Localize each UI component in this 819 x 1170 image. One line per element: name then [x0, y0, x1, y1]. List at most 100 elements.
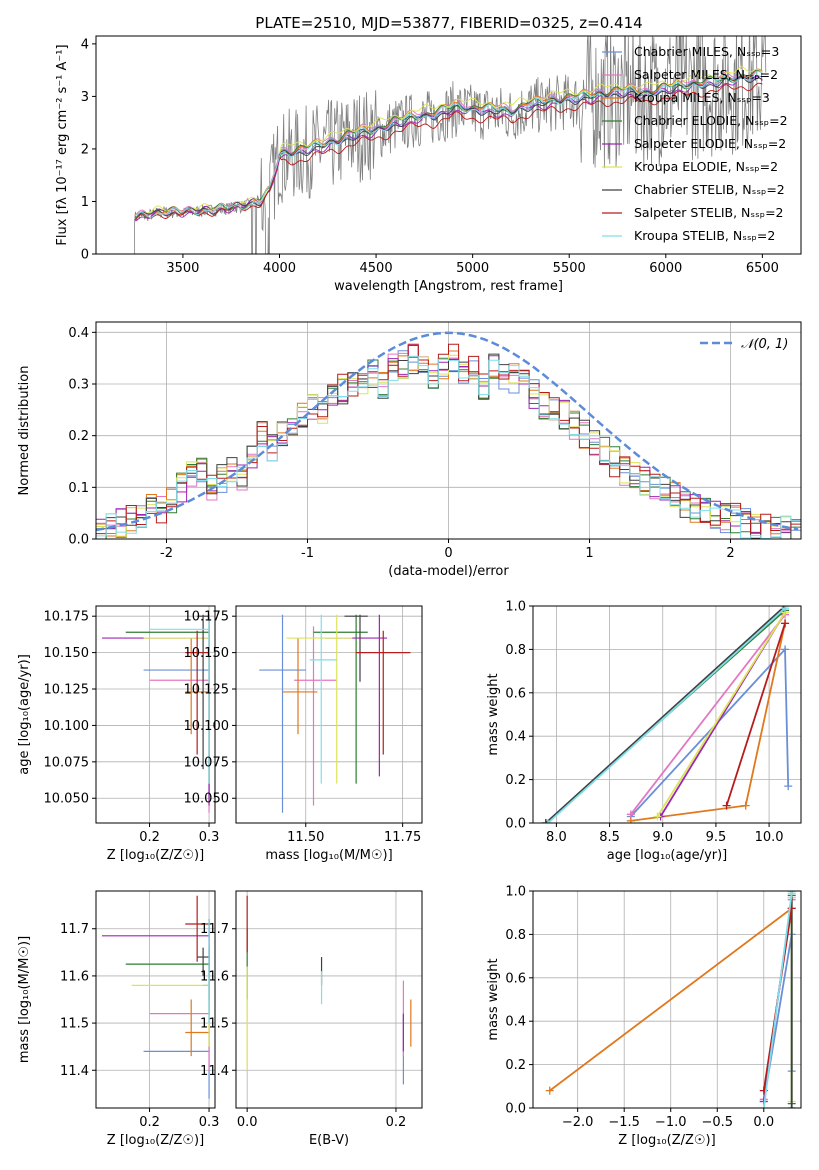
weight-line-7 — [545, 606, 786, 823]
age-vs-metallicity-panel: 0.2 0.3 10.050 10.075 10.100 10.125 10.150 10.1… — [17, 605, 219, 863]
legend-entry-9: Kroupa STELIB, Nₛₛₚ=2 — [634, 228, 775, 243]
error-point-6 — [286, 614, 353, 784]
legend-entry-5: Salpeter ELODIE, Nₛₛₚ=2 — [634, 136, 786, 151]
x-tick-label: −1.0 — [655, 1115, 687, 1130]
error-point-8 — [185, 630, 210, 755]
y-tick-label: 0.4 — [505, 730, 526, 745]
weight-marker — [541, 819, 550, 823]
x-tick-label: -1 — [301, 546, 314, 561]
axes-frame — [95, 890, 216, 1109]
error-point-1 — [259, 614, 306, 813]
model-line-7 — [134, 76, 763, 221]
y-tick-label: 10.100 — [44, 719, 90, 734]
grid-lines — [236, 891, 422, 1108]
x-tick-label: 0.2 — [386, 1115, 407, 1130]
x-tick-label: 9.0 — [652, 830, 673, 845]
plot-area — [96, 331, 801, 539]
x-axis-label: age [log₁₀(age/yr)] — [607, 848, 728, 863]
mass-vs-metallicity-panel: 0.2 0.3 11.4 11.5 11.6 11.7 Z [log₁₀(Z/Z☉)] mas… — [17, 890, 219, 1148]
error-point-9 — [309, 614, 337, 784]
histogram-step-7 — [96, 353, 801, 539]
legend-entry-6: Kroupa ELODIE, Nₛₛₚ=2 — [634, 159, 778, 174]
y-tick-label: 10.150 — [44, 646, 90, 661]
error-point-9 — [149, 614, 210, 784]
x-tick-label: 4000 — [263, 261, 296, 276]
x-tick-label: 5500 — [553, 261, 586, 276]
y-tick-label: 2 — [81, 142, 89, 157]
x-tick-label: 11.50 — [287, 830, 324, 845]
x-axis-label: mass [log₁₀(M/M☉)] — [265, 848, 392, 863]
error-point-2 — [149, 928, 210, 1071]
error-point-5 — [101, 614, 210, 806]
y-tick-label: 10.050 — [184, 792, 230, 807]
error-point-2 — [294, 626, 337, 806]
histogram-step-8 — [96, 343, 801, 535]
x-tick-label: 8.5 — [599, 830, 620, 845]
figure-title: PLATE=2510, MJD=53877, FIBERID=0325, z=0… — [255, 14, 642, 32]
model-line-9 — [134, 71, 763, 219]
weight-marker — [722, 801, 731, 810]
weight-marker — [545, 1086, 554, 1095]
weight-marker — [781, 619, 790, 628]
weight-marker — [781, 606, 790, 613]
y-tick-label: 0.4 — [68, 326, 89, 341]
spectrum-panel: 3500 4000 4500 5000 5500 6000 6500 0 1 2 3 4 wavelen… — [55, 35, 802, 294]
y-tick-label: 11.7 — [60, 922, 89, 937]
x-tick-label: 0 — [444, 546, 452, 561]
weight-marker — [787, 1104, 796, 1108]
y-axis-label: mass [log₁₀(M/M☉)] — [17, 936, 32, 1063]
legend-entry-3: Kroupa MILES, Nₛₛₚ=3 — [634, 90, 770, 105]
x-axis-label: (data-model)/error — [388, 564, 509, 579]
x-tick-label: 1 — [585, 546, 593, 561]
age-vs-mass-panel: 11.50 11.75 10.050 10.075 10.100 10.125 10.150… — [184, 605, 423, 863]
weight-line-9 — [547, 607, 786, 823]
plot-area — [101, 614, 210, 813]
x-axis-label: Z [log₁₀(Z/Z☉)] — [618, 1133, 715, 1148]
y-axis-label: mass weight — [486, 958, 501, 1040]
weight-line-2 — [630, 614, 786, 815]
legend-entry-4: Chabrier ELODIE, Nₛₛₚ=2 — [634, 113, 788, 128]
axes-frame — [95, 605, 216, 824]
mass-weight-vs-age-panel: 8.0 8.5 9.0 9.5 10.0 0.0 0.2 0.4 0.6 0.8 1.0 age [l… — [486, 600, 802, 863]
weight-marker — [759, 1104, 768, 1108]
normal-curve — [96, 331, 799, 532]
weight-line-6 — [656, 612, 786, 817]
mass-weight-vs-metallicity-panel: −2.0 −1.5 −1.0 −0.5 0.0 0.0 0.2 0.4 0.6 0.8 1.0 Z [… — [486, 885, 802, 1148]
x-tick-label: −1.5 — [608, 1115, 640, 1130]
y-tick-label: 10.175 — [44, 610, 90, 625]
y-tick-label: 11.5 — [200, 1017, 229, 1032]
error-point-8 — [185, 895, 210, 962]
y-tick-label: 1 — [81, 195, 89, 210]
y-tick-label: 10.100 — [184, 719, 230, 734]
x-tick-label: 3500 — [166, 261, 199, 276]
weight-marker — [741, 801, 750, 810]
x-tick-label: 2 — [726, 546, 734, 561]
x-tick-label: −2.0 — [562, 1115, 594, 1130]
histogram-step-9 — [96, 355, 801, 539]
residual-histogram-panel: -2 -1 0 1 2 0.0 0.1 0.2 0.3 0.4 (data-model)/error… — [17, 321, 802, 579]
x-tick-label: 10.0 — [755, 830, 784, 845]
y-tick-label: 0.6 — [505, 971, 526, 986]
plot-area — [246, 895, 412, 1085]
error-point-7 — [197, 947, 210, 976]
error-point-7 — [344, 614, 368, 682]
y-tick-label: 1.0 — [505, 600, 526, 615]
plot-area — [121, 36, 767, 254]
weight-marker — [543, 819, 552, 823]
legend-entry-7: Chabrier STELIB, Nₛₛₚ=2 — [634, 182, 785, 197]
x-tick-label: 5000 — [456, 261, 489, 276]
plot-area — [541, 606, 793, 823]
axes-frame — [235, 890, 423, 1109]
x-axis-label: Z [log₁₀(Z/Z☉)] — [107, 1133, 204, 1148]
y-tick-label: 10.125 — [44, 683, 90, 698]
axes-frame — [532, 890, 802, 1109]
y-tick-label: 4 — [81, 37, 89, 52]
weight-line-9 — [762, 893, 793, 1108]
x-axis-label: Z [log₁₀(Z/Z☉)] — [107, 848, 204, 863]
weight-marker — [781, 645, 790, 654]
x-tick-label: −0.5 — [701, 1115, 733, 1130]
y-tick-label: 0.0 — [505, 817, 526, 832]
y-tick-label: 0.2 — [505, 773, 526, 788]
error-point-6 — [131, 966, 210, 1047]
